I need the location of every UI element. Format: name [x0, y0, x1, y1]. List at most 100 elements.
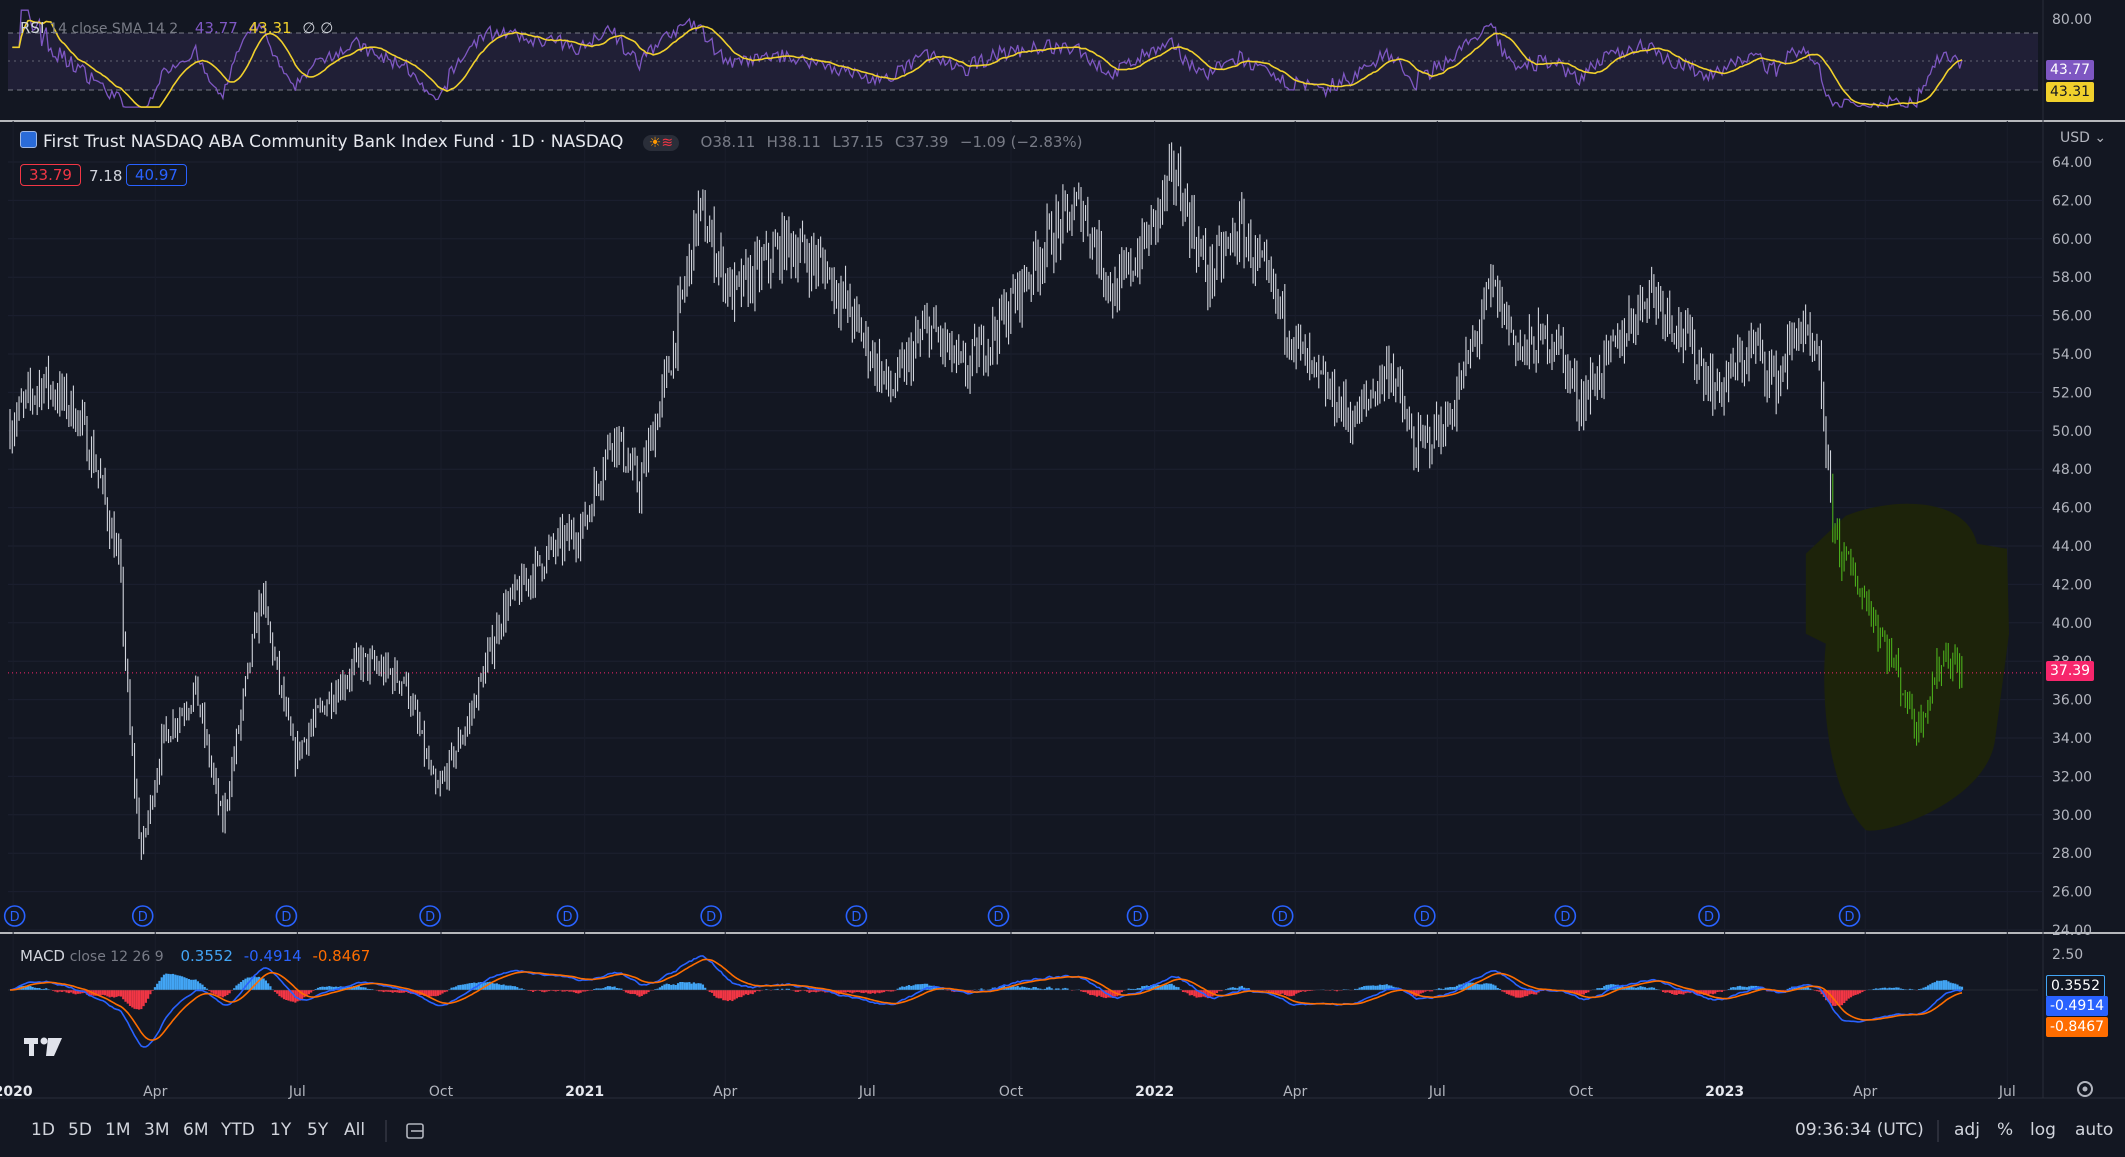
rsi-legend-extra: ∅ ∅ [302, 19, 334, 37]
price-tick-label: 62.00 [2052, 193, 2092, 209]
price-tick-label: 44.00 [2052, 539, 2092, 555]
rsi-sma-tag: 43.31 [2046, 82, 2095, 102]
svg-text:D: D [706, 910, 716, 925]
price-tick-label: 46.00 [2052, 501, 2092, 517]
macd-legend-signal: -0.8467 [312, 947, 371, 965]
log-toggle[interactable]: log [2030, 1120, 2056, 1140]
dividend-marker-icon[interactable]: D [1271, 905, 1294, 927]
currency-selector[interactable]: USD ⌄ [2060, 130, 2106, 146]
price-tick-label: 64.00 [2052, 155, 2092, 171]
instrument-title: First Trust NASDAQ ABA Community Bank In… [43, 132, 624, 152]
price-tick-label: 28.00 [2052, 846, 2092, 862]
timeframe-5y[interactable]: 5Y [307, 1120, 329, 1140]
dividend-marker-icon[interactable]: D [275, 905, 298, 927]
svg-text:D: D [425, 910, 435, 925]
svg-text:D: D [1420, 910, 1430, 925]
dividend-marker-icon[interactable]: D [1414, 905, 1436, 927]
rsi-legend-value: 43.77 [194, 19, 238, 37]
time-tick-label: 2022 [1135, 1084, 1174, 1100]
svg-text:D: D [562, 910, 572, 925]
timeframe-1y[interactable]: 1Y [270, 1120, 292, 1140]
svg-text:D: D [1560, 910, 1570, 925]
buy-price-box[interactable]: 40.97 [126, 164, 187, 186]
svg-text:D: D [1278, 910, 1288, 925]
macd-legend[interactable]: MACD close 12 26 9 0.3552 -0.4914 -0.846… [20, 947, 370, 965]
macd-hist-tag: 0.3552 [2046, 975, 2105, 997]
time-tick-label: Jul [1998, 1084, 2016, 1100]
price-tick-label: 30.00 [2052, 808, 2092, 824]
price-tick-label: 32.00 [2052, 769, 2092, 785]
svg-text:D: D [1132, 910, 1142, 925]
macd-legend-label: MACD [20, 947, 65, 965]
symbol-logo-icon [20, 131, 37, 148]
time-tick-label: Oct [1569, 1084, 1594, 1100]
chevron-down-icon: ⌄ [2094, 130, 2107, 146]
auto-toggle[interactable]: auto [2075, 1120, 2114, 1140]
rsi-legend[interactable]: RSI 14 close SMA 14 2 43.77 43.31 ∅ ∅ [20, 19, 333, 37]
time-tick-label: Apr [1283, 1084, 1307, 1100]
dividend-marker-icon[interactable]: D [845, 905, 868, 927]
svg-text:D: D [1704, 910, 1714, 925]
price-tick-label: 26.00 [2052, 885, 2092, 901]
market-status-icon[interactable]: ☀≋ [642, 135, 680, 151]
dividend-marker-icon[interactable]: D [556, 905, 579, 927]
svg-text:D: D [10, 910, 20, 925]
time-tick-label: Jul [1428, 1084, 1446, 1100]
svg-text:D: D [1845, 910, 1855, 925]
settings-gear-icon[interactable] [2077, 1081, 2093, 1097]
time-tick-label: Apr [1853, 1084, 1877, 1100]
timeframe-1m[interactable]: 1M [105, 1120, 131, 1140]
dividend-marker-icon[interactable]: D [3, 905, 26, 927]
dividend-marker-icon[interactable]: D [1554, 905, 1577, 927]
tradingview-logo-icon[interactable] [24, 1037, 62, 1057]
macd-pane[interactable] [8, 955, 2038, 1048]
timeframe-6m[interactable]: 6M [183, 1120, 209, 1140]
rsi-series-line [12, 9, 1963, 109]
instrument-legend[interactable]: First Trust NASDAQ ABA Community Bank In… [20, 131, 1083, 152]
dividend-marker-icon[interactable]: D [700, 905, 722, 927]
sell-price-box[interactable]: 33.79 [20, 164, 81, 186]
dividend-marker-icon[interactable]: D [1838, 905, 1861, 927]
dividend-marker-icon[interactable]: D [419, 905, 441, 927]
open-value: 38.11 [712, 133, 756, 151]
rsi-pane[interactable] [8, 9, 2038, 109]
dividend-marker-icon[interactable]: D [987, 905, 1010, 927]
price-tick-label: 56.00 [2052, 309, 2092, 325]
low-value: 37.15 [840, 133, 884, 151]
close-value: 37.39 [905, 133, 949, 151]
date-range-icon[interactable] [406, 1123, 424, 1139]
macd-legend-params: close 12 26 9 [69, 949, 164, 965]
percent-toggle[interactable]: % [1997, 1120, 2014, 1140]
timeframe-3m[interactable]: 3M [144, 1120, 170, 1140]
svg-text:D: D [138, 910, 148, 925]
change-value: −1.09 (−2.83%) [959, 133, 1083, 151]
rsi-sma-series-line [12, 19, 1963, 108]
rsi-legend-params: 14 close SMA 14 2 [49, 21, 179, 37]
price-tick-label: 50.00 [2052, 424, 2092, 440]
price-tick-label: 52.00 [2052, 385, 2092, 401]
timeframe-5d[interactable]: 5D [68, 1120, 92, 1140]
close-label: C [895, 133, 906, 151]
timeframe-ytd[interactable]: YTD [221, 1120, 255, 1140]
macd-series-line [9, 955, 1963, 1048]
adjust-toggle[interactable]: adj [1954, 1120, 1980, 1140]
timeframe-1d[interactable]: 1D [31, 1120, 55, 1140]
time-tick-label: 2023 [1705, 1084, 1744, 1100]
time-tick-label: Apr [143, 1084, 167, 1100]
price-tick-label: 34.00 [2052, 731, 2092, 747]
price-tick-label: 58.00 [2052, 270, 2092, 286]
rsi-legend-label: RSI [20, 19, 45, 37]
time-tick-label: Oct [999, 1084, 1024, 1100]
last-price-tag: 37.39 [2046, 661, 2095, 681]
signal-value-tag: -0.8467 [2046, 1017, 2109, 1037]
dividend-marker-icon[interactable]: D [1126, 905, 1149, 927]
time-tick-label: Oct [429, 1084, 454, 1100]
dividend-marker-icon[interactable]: D [1698, 905, 1720, 927]
svg-text:D: D [281, 910, 291, 925]
clock-readout[interactable]: 09:36:34 (UTC) [1795, 1120, 1924, 1140]
timeframe-all[interactable]: All [344, 1120, 366, 1140]
low-label: L [832, 133, 841, 151]
price-tick-label: 42.00 [2052, 577, 2092, 593]
dividend-marker-icon[interactable]: D [131, 905, 154, 927]
